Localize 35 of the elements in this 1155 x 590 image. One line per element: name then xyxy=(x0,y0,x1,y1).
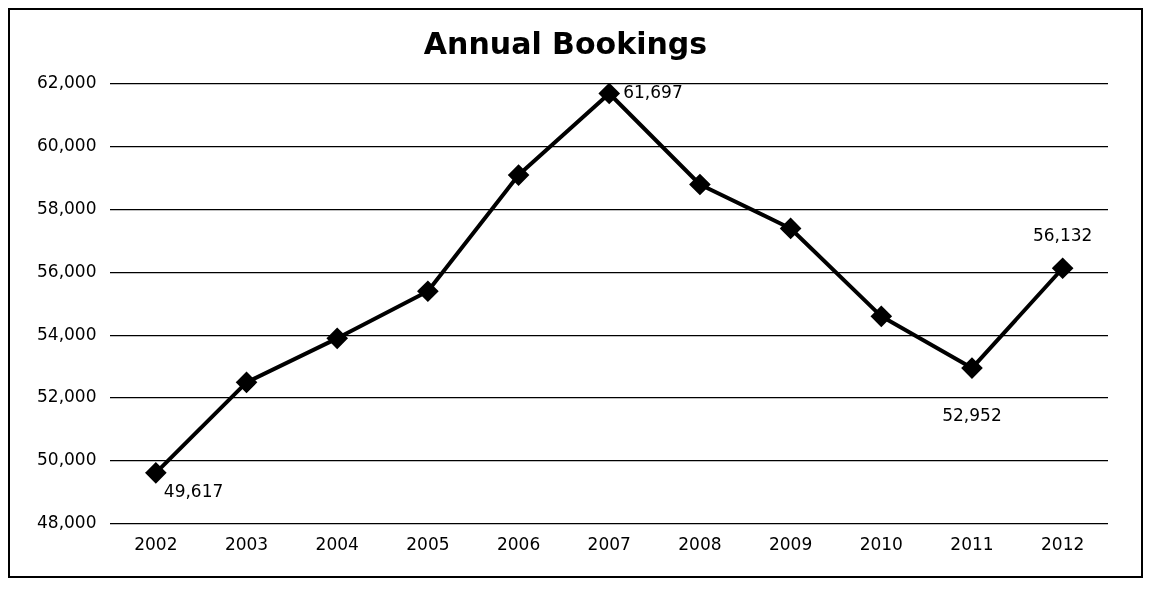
x-tick-label: 2006 xyxy=(496,534,541,555)
x-tick-label: 2010 xyxy=(859,534,903,555)
y-tick-label: 58,000 xyxy=(37,198,97,219)
data-label: 49,617 xyxy=(163,481,224,502)
x-tick-label: 2007 xyxy=(587,534,631,555)
point xyxy=(871,306,892,327)
point xyxy=(236,372,257,393)
y-tick-label: 48,000 xyxy=(37,512,97,533)
point xyxy=(145,462,166,483)
point xyxy=(599,84,620,104)
y-tick-label: 52,000 xyxy=(37,386,97,407)
point xyxy=(327,328,348,349)
x-tick-label: 2012 xyxy=(1041,534,1085,555)
point xyxy=(417,281,438,302)
data-label: 61,697 xyxy=(623,81,683,102)
data-label: 56,132 xyxy=(1032,224,1093,245)
point xyxy=(508,165,529,186)
x-tick-label: 2008 xyxy=(678,534,722,555)
y-tick-label: 56,000 xyxy=(37,260,97,281)
point xyxy=(689,174,710,195)
y-tick-label: 60,000 xyxy=(37,135,97,156)
y-tick-label: 62,000 xyxy=(37,72,97,93)
x-tick-label: 2009 xyxy=(768,534,813,555)
point xyxy=(961,358,982,379)
point xyxy=(780,218,801,239)
point xyxy=(1052,258,1073,279)
y-tick-label: 50,000 xyxy=(37,449,97,470)
x-tick-label: 2005 xyxy=(406,534,450,555)
chart-title: Annual Bookings xyxy=(423,25,708,61)
x-tick-label: 2003 xyxy=(224,534,269,555)
x-tick-label: 2002 xyxy=(134,534,178,555)
y-tick-label: 54,000 xyxy=(37,323,97,344)
x-tick-label: 2011 xyxy=(950,534,994,555)
x-tick-label: 2004 xyxy=(315,534,359,555)
data-label: 52,952 xyxy=(942,404,1002,425)
